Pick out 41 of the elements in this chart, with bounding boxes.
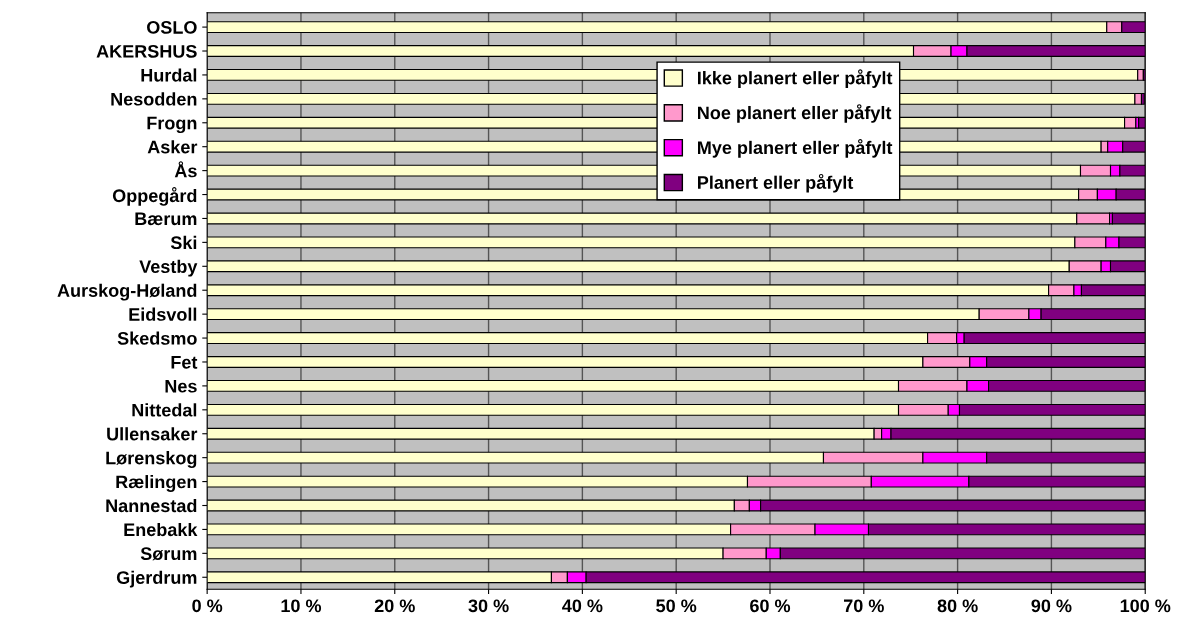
x-tick-label: 70 %: [844, 599, 884, 613]
y-tick-label: Ås: [174, 161, 197, 178]
legend-label: Planert eller påfylt: [698, 173, 854, 193]
y-tick-label: Sørum: [140, 547, 197, 561]
x-tick-label: 40 %: [562, 599, 603, 613]
x-tick-label: 80 %: [937, 599, 978, 613]
x-tick-label: 90 %: [1031, 599, 1072, 613]
y-tick-label: Enebakk: [124, 522, 198, 537]
y-tick-label: AKERSHUS: [96, 44, 197, 58]
y-tick-label: Hurdal: [141, 68, 197, 82]
legend-label: Noe planert eller påfylt: [698, 104, 892, 123]
x-tick-label: 0 %: [192, 599, 223, 613]
x-tick-label: 20 %: [374, 599, 415, 613]
y-tick-label: Rælingen: [116, 475, 197, 492]
y-tick-label: Nes: [165, 380, 197, 393]
legend-label: Mye planert eller påfylt: [698, 139, 893, 158]
bar: [1111, 212, 1146, 225]
y-tick-label: Oppegård: [112, 187, 197, 206]
y-tick-label: Ullensaker: [107, 427, 198, 441]
y-tick-label: Ski: [170, 235, 197, 250]
x-tick-label: 50 %: [656, 599, 697, 613]
y-tick-label: Vestby: [139, 259, 198, 277]
x-tick-label: 100 %: [1120, 599, 1171, 613]
y-tick-label: Fet: [171, 356, 198, 369]
y-tick-label: Aurskog-Høland: [57, 283, 197, 301]
y-tick-label: Skedsmo: [117, 331, 197, 345]
y-tick-label: Nittedal: [132, 403, 197, 417]
y-tick-label: Bærum: [135, 212, 197, 226]
x-tick-label: 10 %: [281, 599, 322, 613]
legend-label: Ikke planert eller påfylt: [698, 69, 893, 88]
y-tick-label: Eidsvoll: [129, 307, 197, 321]
y-tick-label: Gjerdrum: [116, 570, 197, 588]
y-tick-label: Nannestad: [106, 498, 197, 513]
x-tick-label: 60 %: [750, 599, 791, 613]
x-tick-label: 30 %: [468, 599, 509, 613]
y-tick-label: Frogn: [147, 116, 197, 134]
y-tick-label: Nesodden: [111, 92, 197, 106]
bar: [1138, 116, 1146, 129]
y-tick-label: Lørenskog: [106, 451, 197, 469]
y-tick-label: Asker: [147, 140, 198, 154]
y-tick-label: OSLO: [147, 21, 197, 34]
